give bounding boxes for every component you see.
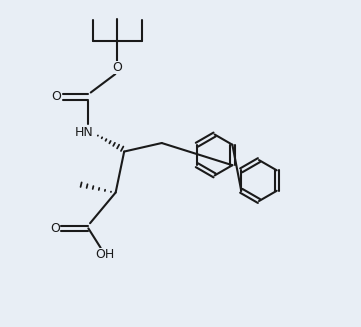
Text: O: O: [50, 222, 60, 235]
Text: HN: HN: [75, 126, 93, 139]
Text: O: O: [112, 61, 122, 75]
Text: OH: OH: [95, 248, 114, 261]
Text: O: O: [52, 91, 61, 103]
